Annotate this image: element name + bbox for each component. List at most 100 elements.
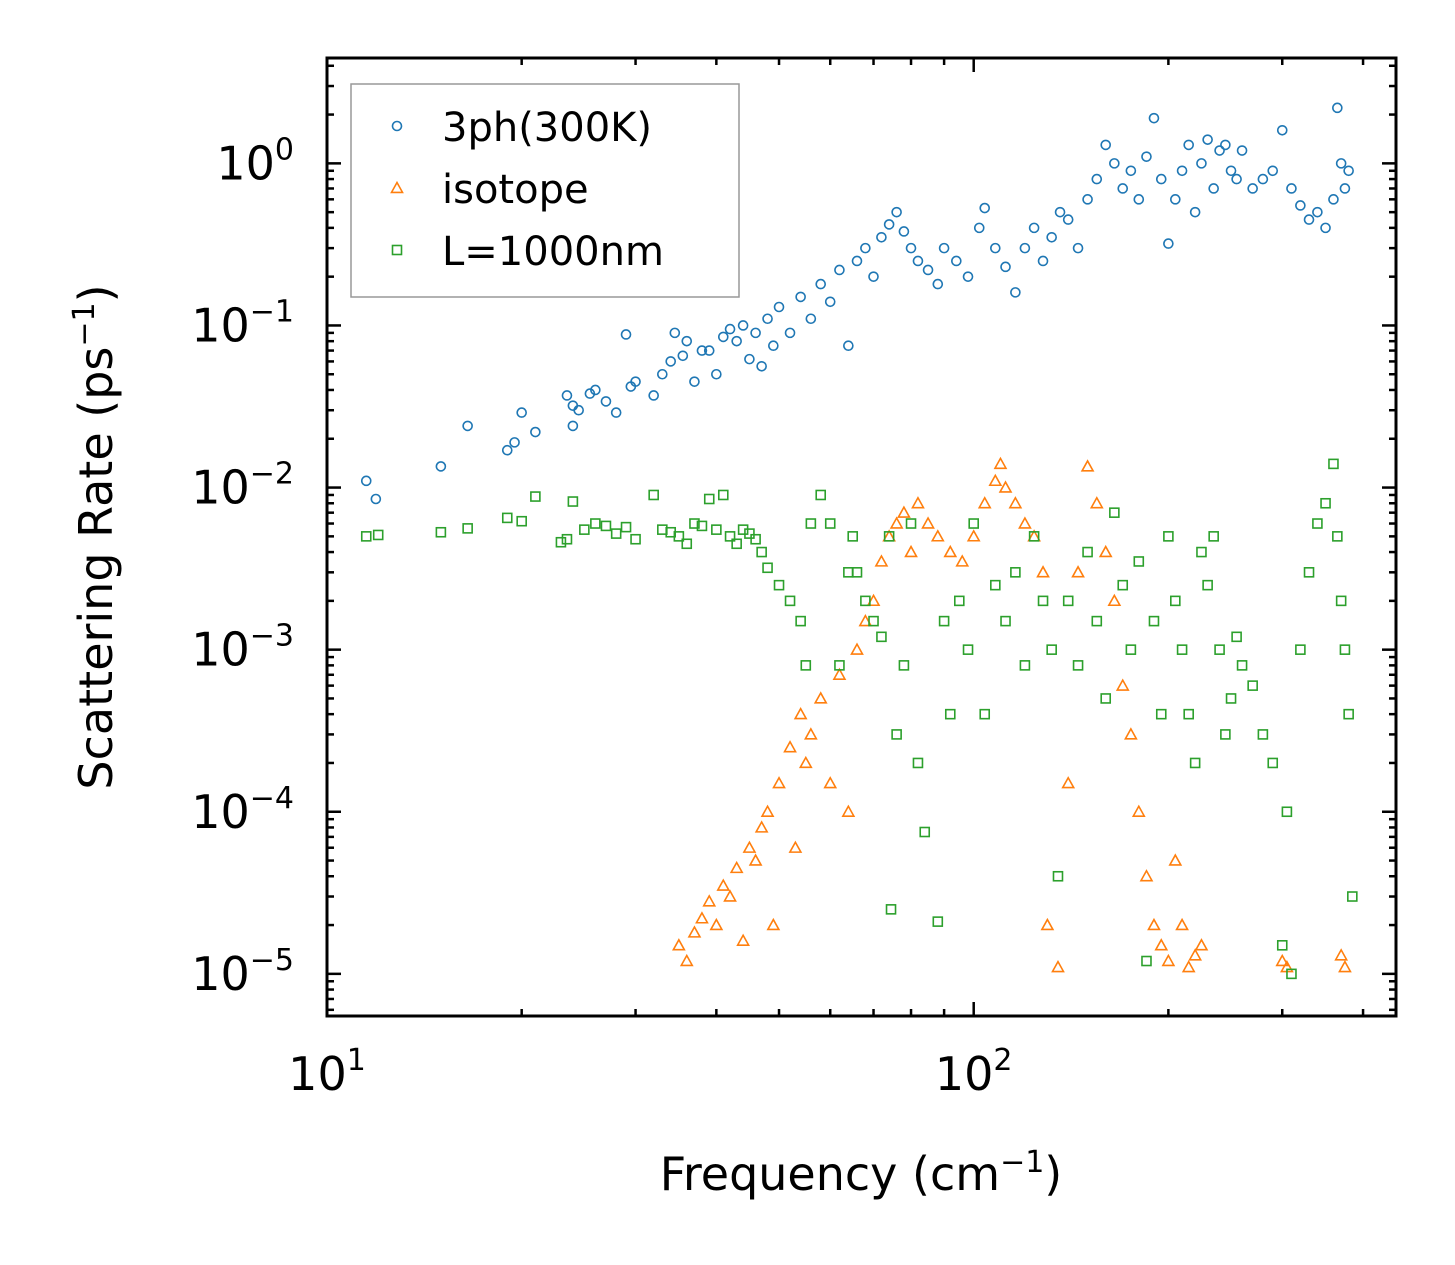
data-point — [815, 278, 827, 290]
data-point — [885, 904, 897, 915]
data-point — [905, 242, 917, 254]
legend-marker — [391, 244, 403, 256]
data-point — [803, 727, 818, 740]
data-point — [868, 615, 879, 627]
data-point — [990, 579, 1001, 591]
data-point — [1286, 183, 1297, 194]
data-point — [530, 426, 541, 438]
y-tick-label: 10−2 — [191, 457, 294, 515]
data-point — [1082, 194, 1093, 205]
data-point — [516, 515, 527, 527]
data-point — [1147, 917, 1161, 931]
data-point — [731, 538, 742, 550]
x-axis-label: Frequency (cm−1) — [660, 1145, 1063, 1201]
data-point — [1202, 579, 1213, 591]
data-point — [973, 222, 985, 234]
data-point — [1161, 953, 1176, 967]
data-point — [750, 327, 761, 339]
data-point — [762, 562, 773, 574]
data-point — [1061, 776, 1076, 789]
plot-frame — [325, 56, 1398, 1018]
data-point — [1231, 631, 1242, 643]
data-point — [372, 529, 384, 541]
data-point — [1176, 644, 1188, 655]
data-point — [1196, 158, 1207, 169]
data-point — [993, 456, 1008, 470]
data-point — [876, 231, 887, 243]
data-point — [1231, 173, 1242, 185]
data-point — [773, 301, 785, 313]
data-point — [868, 271, 879, 282]
data-point — [1148, 615, 1160, 627]
data-point — [851, 255, 863, 267]
data-point — [766, 917, 781, 931]
data-point — [962, 271, 974, 282]
y-tick-labels: 100 10−1 10−2 10−3 10−4 10−5 — [191, 132, 294, 1000]
data-point — [709, 917, 724, 931]
data-point — [561, 390, 573, 401]
data-point — [1214, 145, 1225, 156]
data-point — [784, 595, 796, 607]
data-point — [1202, 134, 1213, 145]
data-point — [1214, 644, 1225, 655]
data-point — [1117, 183, 1129, 194]
data-point — [1189, 206, 1201, 218]
data-point — [729, 860, 744, 874]
data-point — [1175, 917, 1189, 931]
data-point — [1155, 708, 1167, 720]
x-tick-label: 101 — [288, 1043, 366, 1101]
data-point — [938, 615, 950, 627]
data-point — [1236, 660, 1248, 671]
data-point — [955, 554, 970, 567]
data-point — [695, 911, 709, 924]
legend-marker — [390, 180, 404, 194]
legend-entry: 3ph(300K) — [391, 105, 652, 151]
data-point — [1181, 959, 1196, 973]
data-point — [1303, 214, 1315, 225]
data-point — [1220, 139, 1231, 151]
data-point — [990, 242, 1001, 254]
data-point — [1089, 496, 1104, 509]
data-point — [1303, 567, 1315, 578]
data-point — [731, 335, 742, 347]
series-circle-markers — [360, 102, 1354, 505]
data-markers — [360, 102, 1358, 980]
data-point — [1295, 200, 1306, 211]
data-point — [1046, 644, 1057, 655]
series-square-markers — [360, 458, 1358, 980]
data-point — [630, 533, 641, 545]
data-point — [823, 776, 838, 789]
data-point — [509, 437, 520, 448]
y-tick-label: 10−5 — [191, 943, 294, 1001]
data-point — [1051, 959, 1065, 973]
data-point — [501, 512, 513, 524]
data-point — [756, 360, 767, 372]
data-point — [860, 242, 871, 254]
data-point — [584, 388, 596, 399]
data-point — [1170, 595, 1181, 607]
data-point — [898, 660, 910, 671]
legend-label: 3ph(300K) — [442, 105, 652, 151]
data-point — [717, 489, 729, 501]
data-point — [953, 595, 965, 607]
data-point — [600, 520, 612, 532]
data-point — [897, 505, 911, 518]
data-point — [681, 335, 693, 347]
data-point — [673, 531, 685, 542]
data-point — [754, 820, 769, 833]
data-point — [1189, 757, 1201, 769]
data-point — [1052, 870, 1064, 882]
data-point — [905, 518, 917, 529]
data-point — [711, 368, 722, 380]
data-point — [1343, 165, 1354, 177]
data-point — [1247, 183, 1258, 194]
data-point — [657, 368, 668, 380]
data-point — [1062, 595, 1074, 607]
data-point — [748, 853, 763, 866]
data-point — [567, 420, 579, 432]
data-point — [1040, 917, 1055, 931]
data-point — [1208, 531, 1219, 542]
data-point — [703, 345, 715, 356]
legend-label: isotope — [442, 167, 589, 213]
data-point — [938, 242, 950, 254]
